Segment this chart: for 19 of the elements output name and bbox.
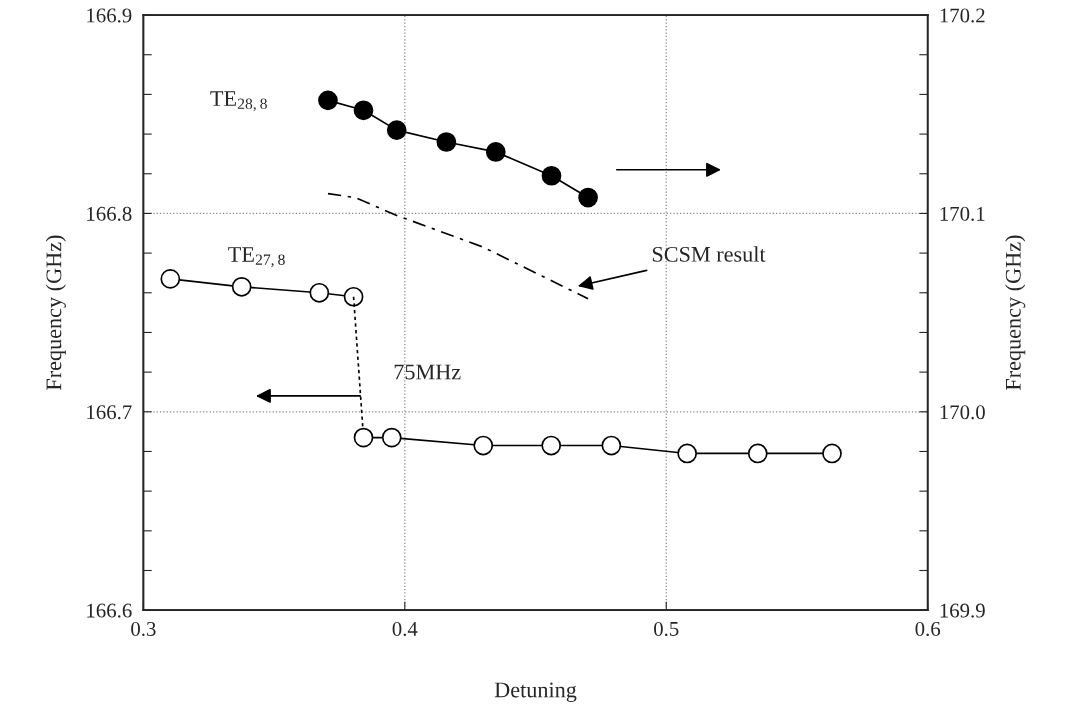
- x-tick-label: 0.5: [654, 621, 679, 637]
- x-tick-label: 0.4: [392, 621, 418, 637]
- x-axis-title: Detuning: [494, 682, 577, 702]
- text: TE$_{28,8}$: [210, 91, 267, 112]
- y2-axis-title: Frequency (GHz): [1005, 235, 1026, 391]
- y-tick-label: 166.7: [87, 405, 132, 420]
- y2-tick-label: 170.1: [940, 206, 985, 221]
- y-axis-title: Frequency (GHz): [45, 235, 66, 391]
- series-label: TE$_{27,8}$: [228, 247, 285, 268]
- y2-tick-label: 169.9: [940, 603, 985, 618]
- y-tick-label: 166.8: [87, 206, 132, 221]
- y-tick-label: 166.9: [87, 8, 132, 23]
- x-tick-label: 0.6: [915, 621, 941, 637]
- y2-tick-label: 170.0: [940, 405, 985, 420]
- text: SCSM result: [652, 246, 766, 262]
- x-tick-label: 0.3: [131, 621, 156, 637]
- y-tick-label: 166.6: [87, 603, 132, 618]
- y2-tick-label: 170.2: [940, 8, 985, 23]
- annotation: 75MHz: [394, 364, 461, 380]
